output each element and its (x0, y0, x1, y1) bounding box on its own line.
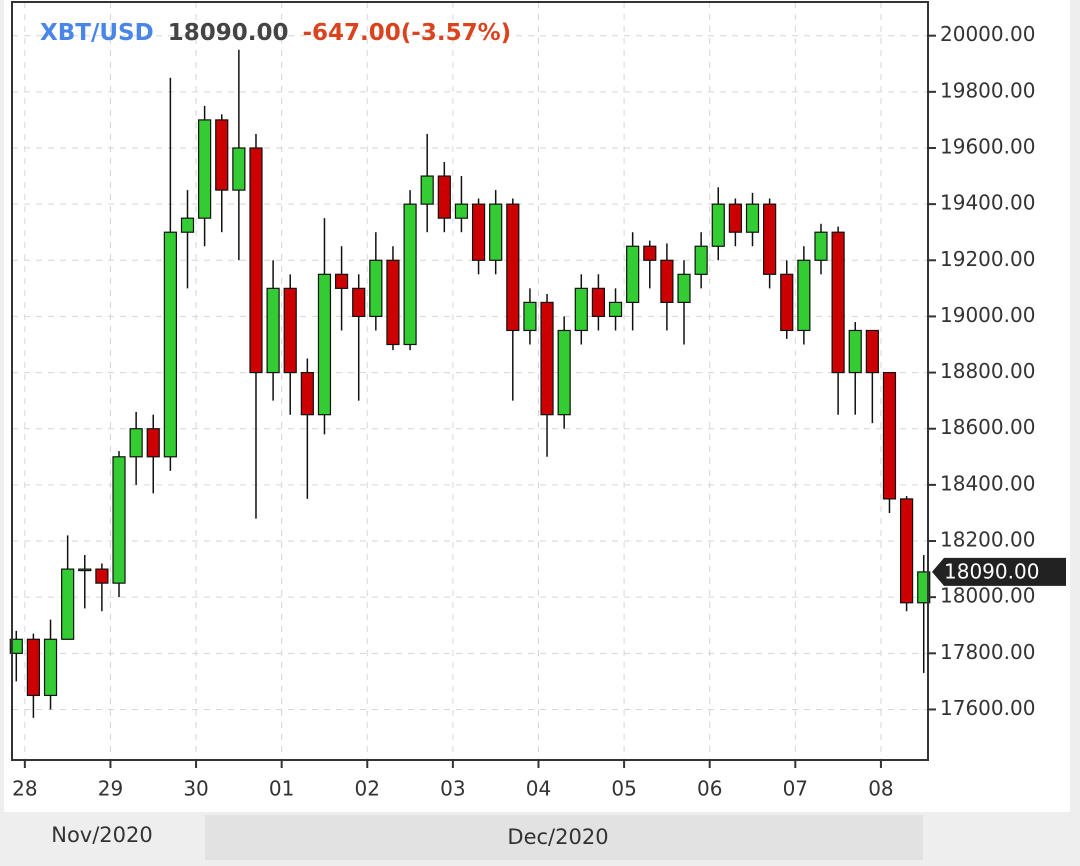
candle-body (711, 203, 725, 247)
candle-body (43, 638, 58, 697)
last-price: 18090.00 (168, 20, 289, 46)
candle-body (643, 245, 657, 261)
candle-body (865, 329, 879, 374)
candle-body (831, 231, 845, 374)
candle-body (386, 259, 400, 346)
last-price-tag (932, 557, 1066, 586)
candle-body (917, 571, 931, 604)
y-tick-label: 18400.00 (940, 471, 1035, 495)
x-tick-label: 01 (269, 777, 294, 801)
y-tick-label: 17800.00 (940, 640, 1035, 664)
candle-body (420, 175, 434, 205)
symbol: XBT/USD (40, 20, 154, 46)
x-tick-label: 08 (868, 777, 893, 801)
candle-body (523, 301, 537, 332)
x-tick-label: 05 (611, 777, 636, 801)
x-tick-label: 28 (12, 777, 37, 801)
plot-border (11, 1, 929, 761)
candle-body (198, 119, 212, 219)
candle-body (369, 259, 383, 318)
candle-body (163, 231, 177, 458)
candle-body (677, 273, 691, 303)
candle-body (266, 287, 280, 374)
candle-body (591, 287, 606, 318)
candle-body (745, 203, 760, 233)
candle-body (694, 245, 708, 275)
x-tick-label: 30 (183, 777, 208, 801)
y-tick-label: 17600.00 (940, 696, 1035, 720)
candle-body (728, 203, 742, 233)
y-tick-label: 18000.00 (940, 584, 1035, 608)
candle-body (112, 456, 126, 584)
month-band-dec (205, 815, 923, 860)
candle-body (454, 203, 469, 219)
month-label: Dec/2020 (507, 825, 608, 849)
y-tick-label: 20000.00 (940, 22, 1035, 46)
candle-body (608, 301, 623, 318)
candle-body (489, 203, 503, 261)
candle-body (9, 638, 23, 654)
candle-body (249, 147, 263, 374)
candle-body (780, 273, 794, 332)
candle-body (26, 638, 41, 697)
candle-body (882, 371, 897, 500)
price-change: -647.00(-3.57%) (302, 20, 511, 46)
candle-body (848, 329, 862, 374)
candle-body (626, 245, 640, 303)
candle-body (540, 301, 554, 416)
candle-body (300, 371, 314, 416)
x-tick-label: 06 (697, 777, 722, 801)
candle-body (78, 568, 92, 572)
y-tick-label: 18800.00 (940, 359, 1035, 383)
candle-body (763, 203, 777, 275)
candle-body (95, 568, 109, 584)
candle-body (352, 287, 366, 318)
header: XBT/USD 18090.00 -647.00(-3.57%) (40, 20, 511, 46)
candle-body (283, 287, 297, 374)
grid (12, 2, 928, 760)
last-price-label: 18090.00 (944, 559, 1039, 583)
candle-body (506, 203, 520, 332)
y-tick-label: 19200.00 (940, 247, 1035, 271)
candle-body (146, 428, 160, 458)
x-tick-label: 04 (526, 777, 551, 801)
candle-body (574, 287, 588, 332)
x-tick-label: 03 (440, 777, 465, 801)
candle-body (660, 259, 674, 303)
candle-body (814, 231, 828, 261)
candle-body (797, 259, 811, 332)
y-tick-label: 18600.00 (940, 415, 1035, 439)
candle-body (471, 203, 486, 261)
y-tick-label: 19400.00 (940, 191, 1035, 215)
candle-body (334, 273, 349, 289)
candles (9, 49, 931, 718)
candle-body (403, 203, 417, 346)
y-tick-label: 19600.00 (940, 134, 1035, 158)
y-tick-label: 18200.00 (940, 528, 1035, 552)
candle-body (215, 119, 229, 191)
x-tick-label: 02 (355, 777, 380, 801)
month-label: Nov/2020 (51, 823, 153, 847)
axes: 17600.00 17800.00 18000.00 18200.00 18400.00… (12, 22, 1066, 801)
candle-body (180, 217, 195, 233)
candle-body (129, 428, 143, 458)
x-tick-label: 29 (98, 777, 123, 801)
candle-body (232, 147, 246, 191)
y-tick-label: 19000.00 (940, 303, 1035, 327)
month-band-nov (12, 815, 205, 860)
candle-body (317, 273, 332, 416)
candle-body (61, 568, 75, 640)
candle-body (557, 329, 571, 416)
x-tick-label: 07 (783, 777, 808, 801)
candle-body (437, 175, 451, 219)
y-tick-label: 19800.00 (940, 78, 1035, 102)
candle-body (899, 498, 914, 604)
